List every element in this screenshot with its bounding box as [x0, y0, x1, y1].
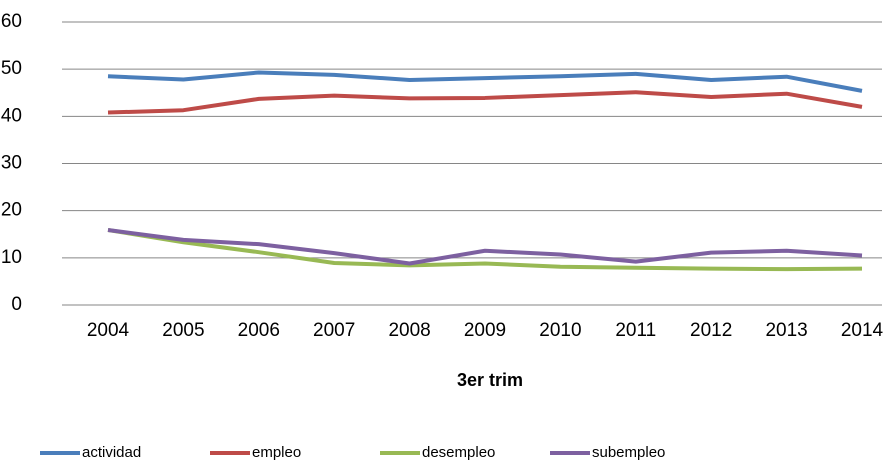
series-line: [107, 228, 863, 266]
legend-label: actividad: [82, 444, 141, 461]
y-tick-label: 50: [1, 58, 22, 79]
x-tick-label: 2005: [162, 320, 204, 341]
legend-label: empleo: [252, 444, 301, 461]
legend-label: subempleo: [592, 444, 665, 461]
legend-label: desempleo: [422, 444, 495, 461]
x-tick-label: 2004: [87, 320, 130, 341]
x-tick-label: 2012: [690, 320, 732, 341]
y-tick-label: 60: [1, 11, 22, 32]
y-tick-label: 40: [1, 105, 22, 126]
x-tick-label: 2011: [615, 320, 656, 341]
series-line: [107, 90, 863, 115]
y-tick-label: 10: [1, 247, 22, 268]
series-line: [107, 228, 863, 272]
x-tick-label: 2013: [765, 320, 807, 341]
y-tick-label: 0: [11, 294, 22, 315]
y-tick-label: 30: [1, 153, 22, 174]
x-tick-label: 2010: [539, 320, 581, 341]
x-axis-title: 3er trim: [457, 370, 523, 390]
x-tick-label: 2009: [464, 320, 506, 341]
series-line: [107, 70, 863, 93]
x-tick-label: 2008: [388, 320, 430, 341]
x-tick-label: 2014: [841, 320, 884, 341]
y-tick-label: 20: [1, 200, 22, 221]
x-tick-label: 2007: [313, 320, 355, 341]
x-tick-label: 2006: [238, 320, 280, 341]
